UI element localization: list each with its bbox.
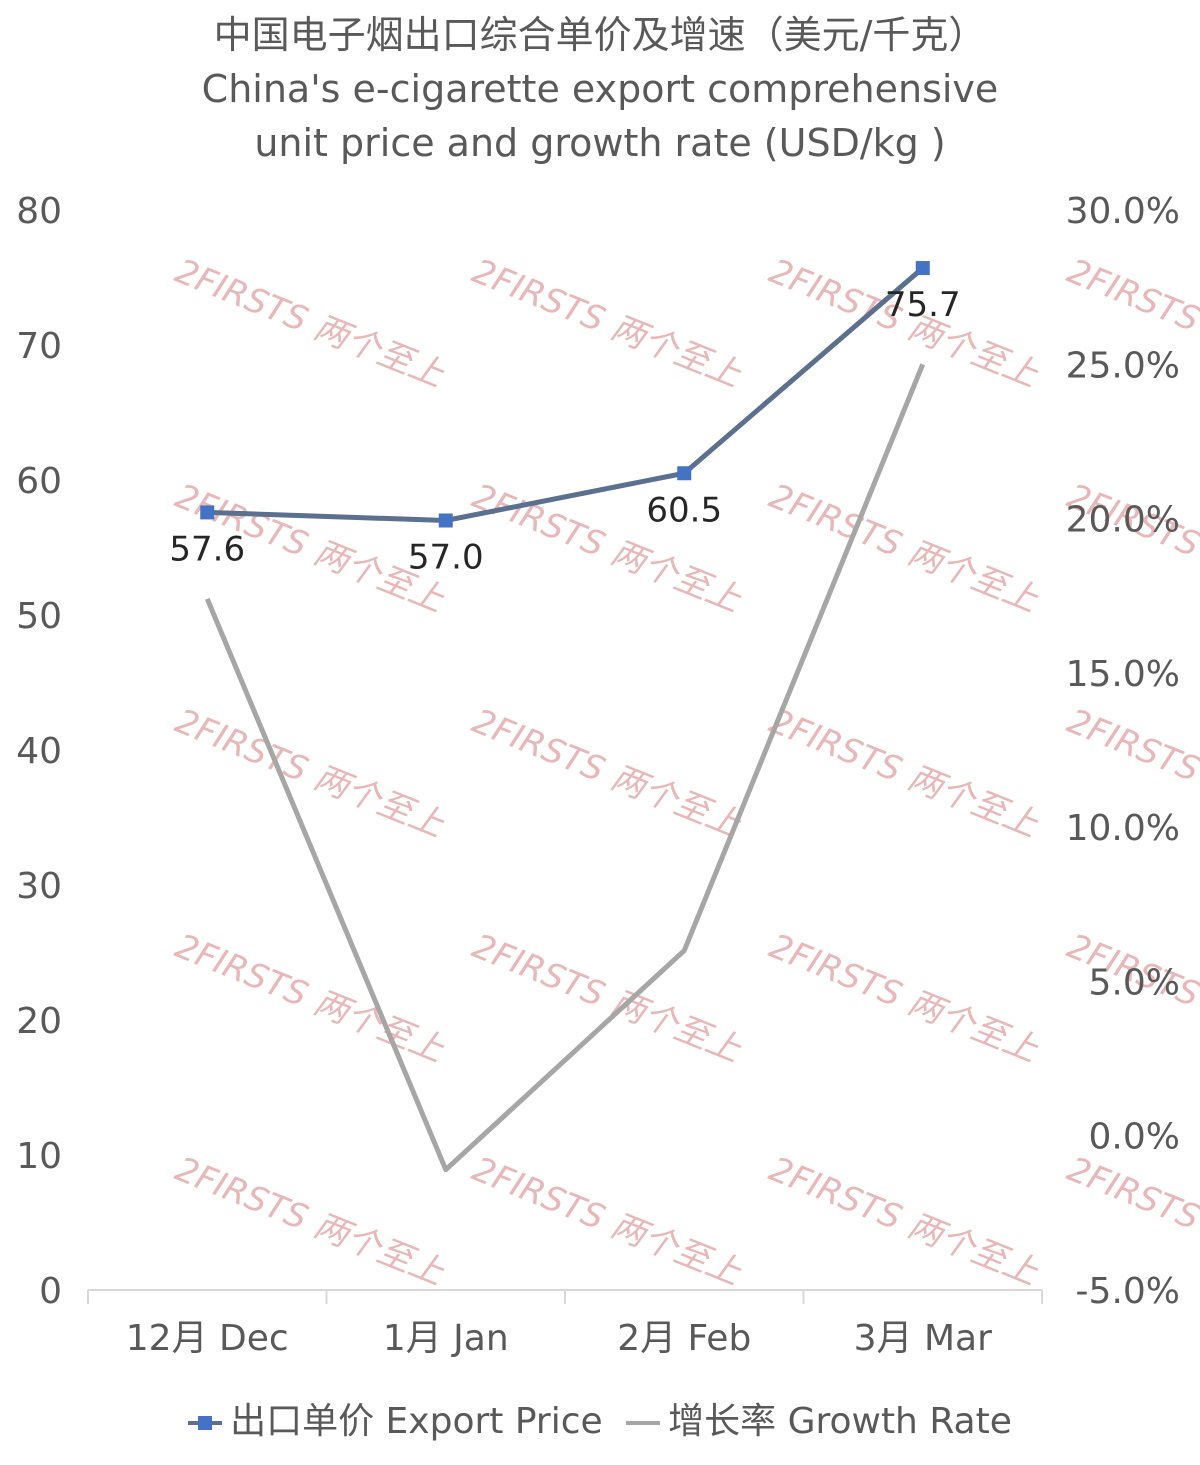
growth-rate-line (204, 363, 926, 1173)
y-left-tick-label: 30 (16, 866, 62, 907)
watermark-text: 2FIRSTS 两个至上 (764, 476, 1045, 620)
y-right-tick-label: 10.0% (1066, 808, 1180, 849)
y-left-tick-label: 60 (16, 461, 62, 502)
y-left-tick-label: 80 (16, 191, 62, 232)
legend: 出口单价 Export Price 增长率 Growth Rate (0, 1392, 1200, 1444)
x-tick-label: 3月 Mar (854, 1318, 992, 1359)
export-price-marker (200, 505, 215, 520)
y-right-tick-label: 30.0% (1066, 191, 1180, 232)
y-left-tick-label: 10 (16, 1136, 62, 1177)
chart-title-en-line2: unit price and growth rate (USD/kg ) (254, 121, 946, 165)
export-price-data-label: 57.6 (169, 529, 245, 569)
y-left-tick-label: 0 (39, 1271, 62, 1312)
legend-label-growth: 增长率 Growth Rate (668, 1401, 1012, 1442)
x-tick-label: 1月 Jan (383, 1318, 509, 1359)
export-price-marker (438, 513, 453, 528)
watermark-text: 2FIRSTS 两个至上 (170, 251, 451, 395)
watermark-text: 2FIRSTS 两个至上 (170, 1149, 451, 1293)
legend-label-price: 出口单价 Export Price (230, 1401, 603, 1442)
export-price-data-label: 75.7 (885, 285, 961, 325)
watermark-text: 2FIRSTS 两个至上 (170, 926, 451, 1070)
y-left-tick-label: 50 (16, 596, 62, 637)
watermark-text: 2FIRSTS 两个至上 (764, 701, 1045, 845)
y-right-tick-label: -5.0% (1076, 1271, 1180, 1312)
watermark-text: 2FIRSTS 两个至上 (467, 926, 748, 1070)
export-price-marker (915, 261, 930, 276)
watermark-text: 2FIRSTS 两个至上 (467, 251, 748, 395)
export-price-data-label: 60.5 (646, 490, 722, 530)
watermark-text: 2FIRSTS 两个至上 (764, 926, 1045, 1070)
watermark-text: 2FIRSTS 两个至上 (764, 1149, 1045, 1293)
y-right-tick-label: 20.0% (1066, 500, 1180, 541)
watermark-text: 2FIRSTS 两个至上 (467, 1149, 748, 1293)
legend-growth-swatch-icon (626, 1416, 661, 1430)
y-left-tick-label: 20 (16, 1001, 62, 1042)
x-tick-label: 2月 Feb (617, 1318, 751, 1359)
export-price-data-label: 57.0 (408, 538, 484, 578)
legend-item-price[interactable]: 出口单价 Export Price (188, 1392, 603, 1444)
chart-title-cn: 中国电子烟出口综合单价及增速（美元/千克） (213, 13, 987, 57)
legend-item-growth[interactable]: 增长率 Growth Rate (626, 1392, 1012, 1444)
y-left-tick-label: 40 (16, 731, 62, 772)
watermark-text: 2FIRSTS 两个至上 (1062, 476, 1200, 620)
axes: 12月 Dec 1月 Jan 2月 Feb 3月 Mar 0 10 20 30 40 50 60 70… (16, 191, 1180, 1359)
series-layer (200, 261, 930, 1173)
y-right-tick-label: 25.0% (1066, 345, 1180, 386)
export-price-line (207, 266, 925, 523)
watermark-text: 2FIRSTS 两个至上 (170, 701, 451, 845)
x-tick-label: 12月 Dec (126, 1318, 289, 1359)
watermark-text: 2FIRSTS 两个至上 (467, 701, 748, 845)
y-right-tick-label: 15.0% (1066, 654, 1180, 695)
legend-price-swatch-icon (188, 1416, 223, 1430)
export-price-marker (677, 466, 692, 481)
y-right-tick-label: 5.0% (1089, 962, 1180, 1003)
y-left-tick-label: 70 (16, 326, 62, 367)
y-right-tick-label: 0.0% (1089, 1117, 1180, 1158)
chart-title-en-line1: China's e-cigarette export comprehensive (201, 67, 999, 111)
data-labels: 57.6 57.0 60.5 75.7 (169, 285, 960, 577)
